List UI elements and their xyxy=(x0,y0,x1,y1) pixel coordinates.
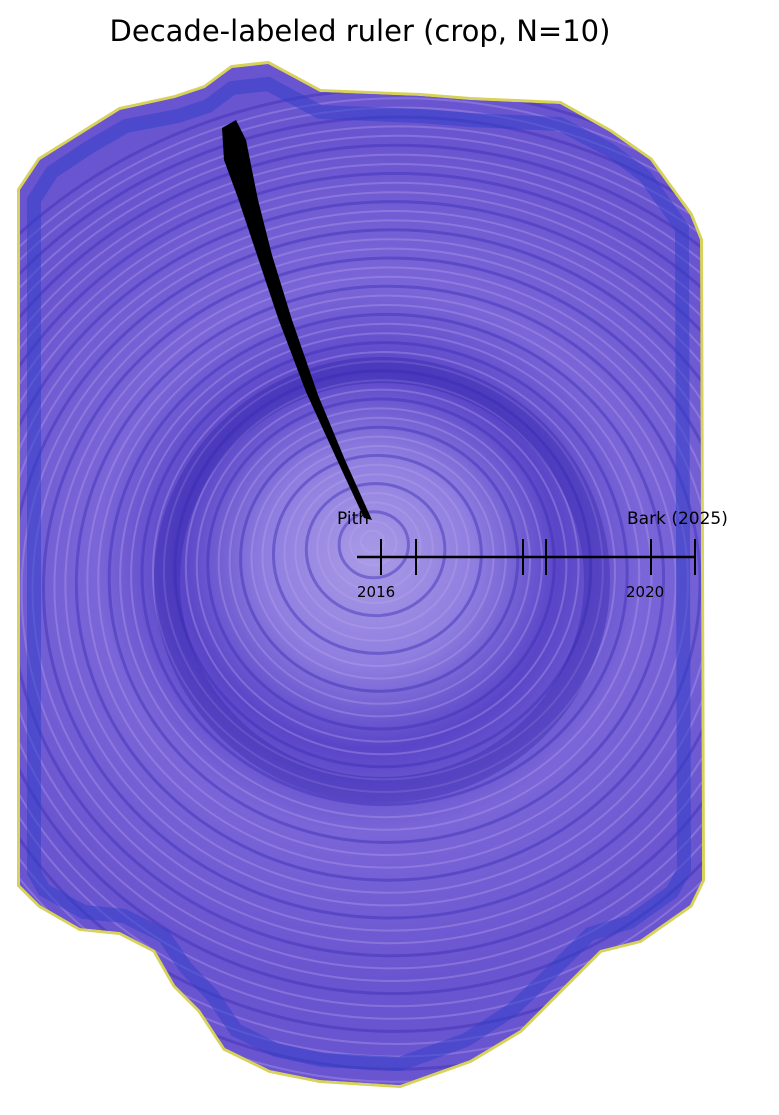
growth-ring xyxy=(162,360,604,781)
growth-ring xyxy=(20,153,702,1058)
growth-ring xyxy=(360,529,386,554)
pith-label: Pith xyxy=(337,509,369,529)
growth-ring xyxy=(20,163,702,1045)
growth-ring xyxy=(20,181,702,1020)
growth-ring xyxy=(20,191,702,1008)
growth-ring xyxy=(20,125,702,1085)
growth-ring xyxy=(140,341,629,807)
growth-ring xyxy=(20,210,702,982)
growth-ring xyxy=(64,275,702,894)
growth-ring xyxy=(20,238,702,945)
growth-ring xyxy=(42,256,702,920)
growth-ring xyxy=(152,351,616,793)
growth-ring xyxy=(74,284,702,882)
figure-title: Decade-labeled ruler (crop, N=10) xyxy=(109,14,611,48)
growth-ring xyxy=(20,228,702,958)
growth-ring xyxy=(228,416,531,705)
growth-ring xyxy=(304,482,447,618)
growth-ring xyxy=(107,312,666,844)
growth-ring xyxy=(283,463,471,642)
tick-label-2016: 2016 xyxy=(357,583,395,601)
growth-ring xyxy=(20,171,702,1033)
ruler: Pith Bark (2025) 2016 2020 xyxy=(337,509,728,601)
growth-ring xyxy=(173,369,593,769)
growth-ring xyxy=(206,397,556,731)
bark-label: Bark (2025) xyxy=(627,509,728,529)
growth-ring xyxy=(184,379,580,756)
growth-ring xyxy=(217,407,544,718)
growth-ring xyxy=(294,473,459,630)
growth-ring xyxy=(20,200,702,996)
growth-ring xyxy=(20,106,702,1085)
growth-ring xyxy=(130,332,641,819)
growth-ring xyxy=(20,219,702,970)
growth-ring xyxy=(20,134,702,1083)
growth-ring xyxy=(239,425,520,693)
growth-ring xyxy=(53,266,702,907)
growth-ring xyxy=(327,501,422,592)
growth-ring xyxy=(316,492,434,604)
growth-ring xyxy=(337,510,410,580)
growth-ring xyxy=(349,520,398,567)
growth-ring xyxy=(20,97,702,1085)
growth-ring xyxy=(97,304,677,856)
growth-ring xyxy=(119,322,653,831)
crack xyxy=(222,120,372,520)
growth-ring xyxy=(195,388,568,743)
growth-ring xyxy=(271,453,483,655)
tick-label-2020: 2020 xyxy=(626,583,664,601)
dark-ring-band xyxy=(154,357,610,803)
